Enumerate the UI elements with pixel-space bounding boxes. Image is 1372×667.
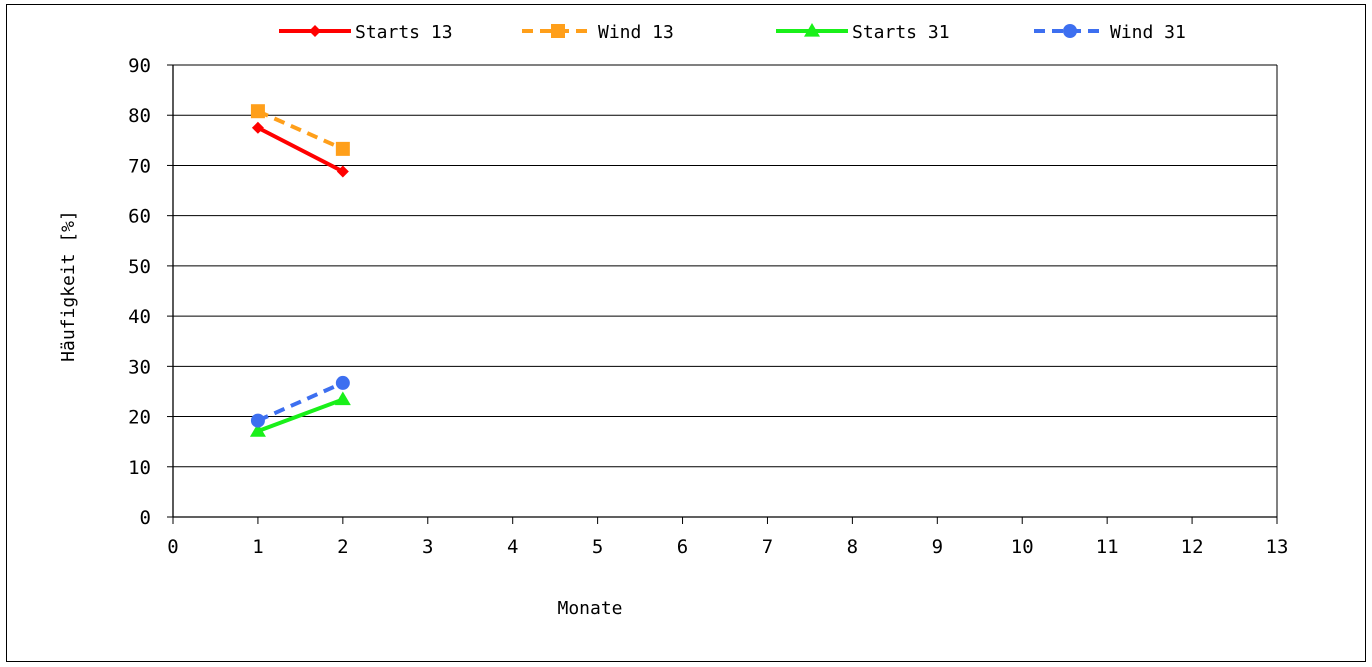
series-line [257,397,344,433]
series-starts-31 [249,391,351,437]
x-tick-label: 13 [1266,536,1289,558]
series-wind-31 [250,375,350,428]
x-tick-label: 8 [847,536,858,558]
legend-item-wind-31[interactable]: Wind 31 [1034,22,1186,43]
chart-frame [6,4,1366,662]
x-tick-label: 10 [1011,536,1034,558]
x-tick-label: 0 [167,536,178,558]
data-point-marker [336,165,349,178]
y-tick-label: 20 [128,407,151,429]
y-axis-title: Häufigkeit [%] [58,210,79,362]
x-tick-label: 5 [592,536,603,558]
data-point-marker [334,391,351,406]
legend-marker [309,25,321,37]
data-point-marker [251,121,264,134]
data-point-marker [335,375,350,390]
series-line [257,381,344,423]
y-tick-label: 90 [128,55,151,77]
x-tick-label: 7 [762,536,773,558]
y-tick-label: 10 [128,457,151,479]
x-tick-label: 1 [252,536,263,558]
y-tick-label: 40 [128,306,151,328]
legend-label: Starts 13 [355,22,453,43]
series-starts-13 [251,121,349,178]
x-tick-label: 9 [932,536,943,558]
series-line [257,109,344,151]
x-axis-title: Monate [557,598,622,619]
x-tick-label: 2 [337,536,348,558]
data-series [249,104,351,437]
y-tick-label: 50 [128,256,151,278]
y-tick-label: 80 [128,105,151,127]
gridlines [173,64,1277,468]
y-tick-label: 0 [140,507,151,529]
legend[interactable]: Starts 13 Wind 13 Starts 31 Wind 31 [279,22,1186,43]
data-point-marker [335,141,350,156]
data-point-marker [249,423,266,437]
legend-item-starts-31[interactable]: Starts 31 [776,22,950,43]
data-point-marker [250,104,265,119]
series-wind-13 [250,104,350,156]
legend-item-starts-13[interactable]: Starts 13 [279,22,453,43]
x-tick-label: 12 [1181,536,1204,558]
data-point-marker [250,413,265,428]
series-line [257,125,344,174]
x-tick-label: 3 [422,536,433,558]
y-tick-label: 70 [128,155,151,177]
legend-label: Wind 31 [1110,22,1186,43]
legend-marker [551,24,565,38]
y-tick-label: 30 [128,356,151,378]
legend-marker [804,23,820,37]
legend-marker [1063,24,1077,38]
x-tick-label: 6 [677,536,688,558]
y-tick-label: 60 [128,206,151,228]
legend-label: Starts 31 [852,22,950,43]
legend-label: Wind 13 [598,22,674,43]
x-tick-label: 11 [1096,536,1119,558]
x-tick-label: 4 [507,536,518,558]
legend-item-wind-13[interactable]: Wind 13 [522,22,674,43]
